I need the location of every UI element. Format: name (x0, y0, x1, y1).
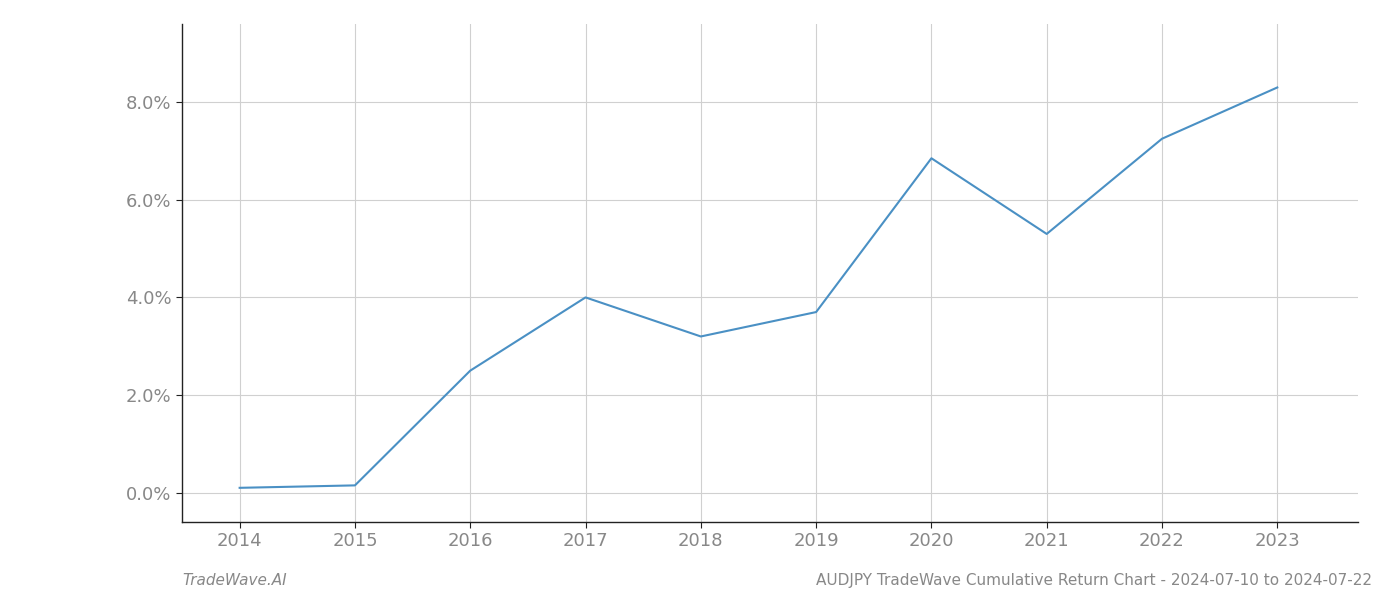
Text: TradeWave.AI: TradeWave.AI (182, 573, 287, 588)
Text: AUDJPY TradeWave Cumulative Return Chart - 2024-07-10 to 2024-07-22: AUDJPY TradeWave Cumulative Return Chart… (816, 573, 1372, 588)
